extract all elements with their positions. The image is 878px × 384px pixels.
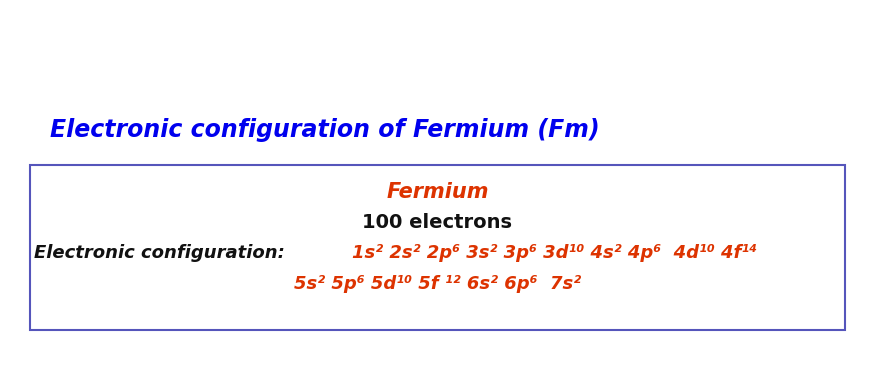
Text: Electronic configuration:: Electronic configuration: xyxy=(34,244,291,262)
Text: 1s² 2s² 2p⁶ 3s² 3p⁶ 3d¹⁰ 4s² 4p⁶  4d¹⁰ 4f¹⁴: 1s² 2s² 2p⁶ 3s² 3p⁶ 3d¹⁰ 4s² 4p⁶ 4d¹⁰ 4f… xyxy=(351,244,756,262)
Text: Fermium: Fermium xyxy=(385,182,488,202)
Text: 5s² 5p⁶ 5d¹⁰ 5f ¹² 6s² 6p⁶  7s²: 5s² 5p⁶ 5d¹⁰ 5f ¹² 6s² 6p⁶ 7s² xyxy=(293,275,580,293)
FancyBboxPatch shape xyxy=(30,165,844,330)
Text: Electronic configuration of Fermium (Fm): Electronic configuration of Fermium (Fm) xyxy=(50,118,599,142)
Text: 100 electrons: 100 electrons xyxy=(362,213,512,232)
